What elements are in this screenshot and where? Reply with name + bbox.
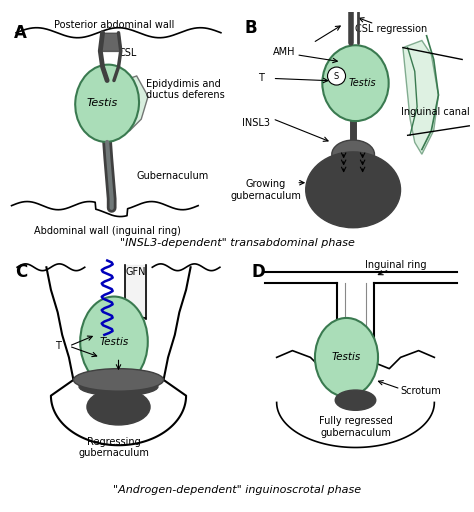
Text: CSL: CSL [118, 48, 137, 58]
Text: Testis: Testis [100, 336, 128, 347]
Text: Regressing
gubernaculum: Regressing gubernaculum [79, 437, 149, 458]
Polygon shape [114, 76, 148, 135]
Text: GFN: GFN [125, 267, 146, 278]
Text: INSL3: INSL3 [242, 118, 270, 129]
Text: Inguinal canal: Inguinal canal [401, 106, 469, 117]
Text: Gubernaculum: Gubernaculum [137, 171, 209, 181]
Text: C: C [15, 263, 27, 281]
Text: "Androgen-dependent" inguinoscrotal phase: "Androgen-dependent" inguinoscrotal phas… [113, 485, 361, 496]
Text: Testis: Testis [332, 352, 361, 362]
Text: Growing
gubernaculum: Growing gubernaculum [230, 179, 301, 201]
Text: Abdominal wall (inguinal ring): Abdominal wall (inguinal ring) [34, 226, 181, 236]
Ellipse shape [79, 378, 158, 396]
Text: Fully regressed
gubernaculum: Fully regressed gubernaculum [319, 416, 392, 438]
Ellipse shape [322, 45, 389, 121]
Text: "INSL3-dependent" transabdominal phase: "INSL3-dependent" transabdominal phase [119, 238, 355, 248]
Text: Epidydimis and
ductus deferens: Epidydimis and ductus deferens [146, 79, 225, 100]
Text: AMH: AMH [273, 47, 296, 57]
Ellipse shape [332, 140, 374, 168]
Polygon shape [403, 40, 438, 154]
Ellipse shape [315, 318, 378, 397]
Ellipse shape [335, 390, 376, 410]
Text: Posterior abdominal wall: Posterior abdominal wall [54, 20, 174, 30]
Ellipse shape [87, 389, 150, 425]
Text: T: T [55, 341, 61, 351]
Text: A: A [14, 24, 27, 41]
Text: T: T [258, 73, 264, 83]
Ellipse shape [80, 296, 148, 387]
Text: CSL regression: CSL regression [355, 24, 427, 34]
Text: Testis: Testis [349, 78, 376, 88]
Text: B: B [244, 19, 257, 37]
Ellipse shape [306, 152, 401, 228]
Text: Scrotum: Scrotum [401, 386, 441, 396]
Text: Inguinal ring: Inguinal ring [365, 260, 427, 270]
Circle shape [328, 67, 346, 85]
Ellipse shape [73, 369, 164, 391]
Text: D: D [252, 263, 265, 281]
Text: S: S [334, 72, 339, 80]
Ellipse shape [75, 65, 139, 142]
Text: Testis: Testis [87, 98, 118, 108]
